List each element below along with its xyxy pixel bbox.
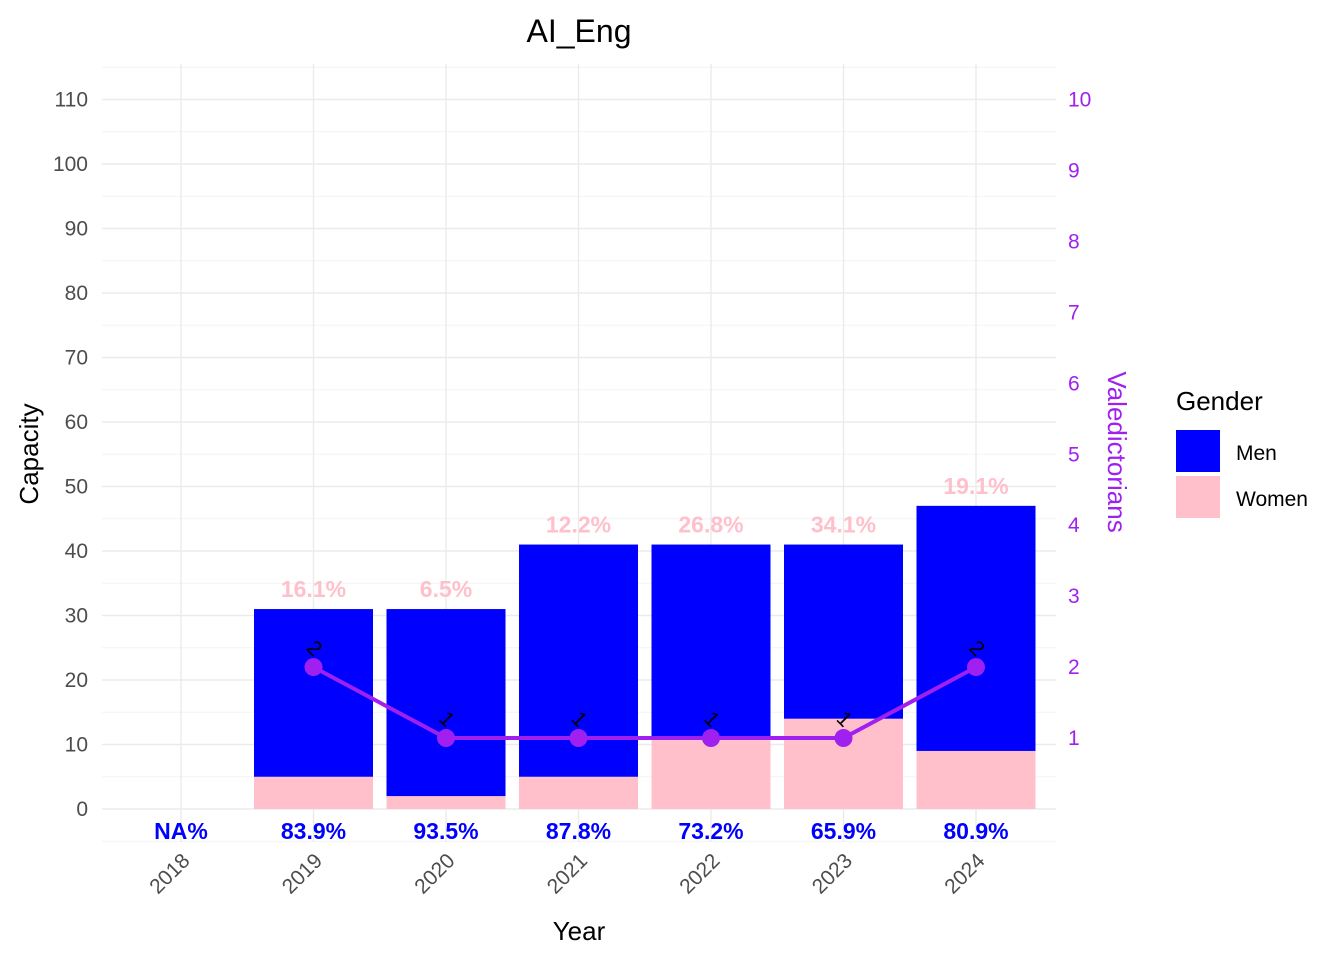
legend-label-women: Women xyxy=(1236,488,1308,511)
bar-men-2019 xyxy=(254,609,373,777)
y-tick-label: 80 xyxy=(65,282,88,305)
women-pct-label-2019: 16.1% xyxy=(281,576,346,602)
x-tick-label-2021: 2021 xyxy=(543,849,592,898)
valedictorian-point-2024 xyxy=(967,658,985,677)
men-pct-label-2019: 83.9% xyxy=(281,818,346,844)
y2-tick-label: 1 xyxy=(1068,727,1080,750)
valedictorian-point-2019 xyxy=(304,658,323,677)
y-tick-label: 20 xyxy=(65,669,88,692)
valedictorian-line xyxy=(304,658,985,748)
y2-tick-label: 9 xyxy=(1068,159,1080,182)
y-tick-label: 40 xyxy=(65,540,88,563)
y-tick-label: 60 xyxy=(65,411,88,434)
y-tick-label: 70 xyxy=(65,347,88,370)
men-pct-label-2023: 65.9% xyxy=(811,818,876,844)
men-pct-label-2021: 87.8% xyxy=(546,818,611,844)
men-pct-label-2020: 93.5% xyxy=(413,818,478,844)
y2-tick-label: 7 xyxy=(1068,301,1080,324)
y2-tick-label: 6 xyxy=(1068,372,1080,395)
y2-tick-label: 3 xyxy=(1068,585,1080,608)
y-tick-label: 0 xyxy=(76,798,88,821)
men-pct-label-2022: 73.2% xyxy=(678,818,743,844)
legend-label-men: Men xyxy=(1236,442,1277,465)
bar-women-2021 xyxy=(519,776,638,809)
y-tick-label: 30 xyxy=(65,605,88,628)
bars xyxy=(254,505,1036,809)
women-pct-label-2023: 34.1% xyxy=(811,512,876,538)
bar-women-2019 xyxy=(254,776,373,809)
bar-women-2024 xyxy=(916,750,1036,809)
legend: Gender Men Women xyxy=(1176,386,1308,518)
men-pct-label-2024: 80.9% xyxy=(943,818,1008,844)
y-tick-label: 100 xyxy=(53,153,88,176)
valedictorian-point-2022 xyxy=(702,729,720,748)
x-axis: 2018 2019 2020 2021 2022 2023 2024 xyxy=(145,849,990,899)
y2-tick-label: 4 xyxy=(1068,514,1080,537)
legend-swatch-women xyxy=(1176,476,1220,518)
y2-axis-title: Valedictorians xyxy=(1102,371,1132,532)
y-axis-left: 0 10 20 30 40 50 60 70 80 90 100 110 xyxy=(53,89,88,822)
x-tick-label-2018: 2018 xyxy=(145,849,194,898)
women-pct-label-2022: 26.8% xyxy=(678,512,743,538)
valedictorian-point-2023 xyxy=(834,729,853,748)
y-tick-label: 10 xyxy=(65,734,88,757)
legend-title: Gender xyxy=(1176,386,1263,416)
valedictorian-point-2021 xyxy=(569,729,588,748)
x-axis-title: Year xyxy=(553,916,606,946)
bar-men-2020 xyxy=(386,609,506,797)
x-tick-label-2023: 2023 xyxy=(808,849,857,898)
chart-title: AI_Eng xyxy=(527,13,632,49)
y-tick-label: 110 xyxy=(55,89,88,112)
x-tick-label-2024: 2024 xyxy=(940,849,990,899)
women-pct-label-2020: 6.5% xyxy=(420,576,472,602)
bar-men-2024 xyxy=(916,505,1036,751)
bar-men-2023 xyxy=(784,544,903,719)
y-axis-title: Capacity xyxy=(14,403,44,504)
y-tick-label: 90 xyxy=(65,218,88,241)
legend-swatch-men xyxy=(1176,430,1220,472)
men-pct-label-2018: NA% xyxy=(154,818,208,844)
x-tick-label-2022: 2022 xyxy=(675,849,724,898)
valedictorian-polyline xyxy=(312,665,977,741)
bar-women-2020 xyxy=(386,796,506,809)
y-axis-right: 1 2 3 4 5 6 7 8 9 10 xyxy=(1068,89,1091,751)
y2-tick-label: 5 xyxy=(1068,443,1080,466)
y2-tick-label: 2 xyxy=(1068,656,1080,679)
x-tick-label-2019: 2019 xyxy=(278,849,327,898)
y2-tick-label: 8 xyxy=(1068,230,1080,253)
y2-tick-label: 10 xyxy=(1068,89,1091,112)
bar-men-2022 xyxy=(651,544,771,739)
valedictorian-point-2020 xyxy=(437,729,455,748)
x-tick-label-2020: 2020 xyxy=(410,849,459,898)
women-pct-label-2021: 12.2% xyxy=(546,512,611,538)
women-pct-label-2024: 19.1% xyxy=(943,473,1008,499)
y-tick-label: 50 xyxy=(65,476,88,499)
bar-women-2022 xyxy=(651,738,771,809)
